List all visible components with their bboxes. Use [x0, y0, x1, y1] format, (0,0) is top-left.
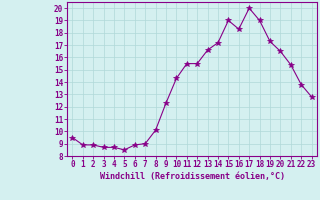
X-axis label: Windchill (Refroidissement éolien,°C): Windchill (Refroidissement éolien,°C)	[100, 172, 284, 181]
